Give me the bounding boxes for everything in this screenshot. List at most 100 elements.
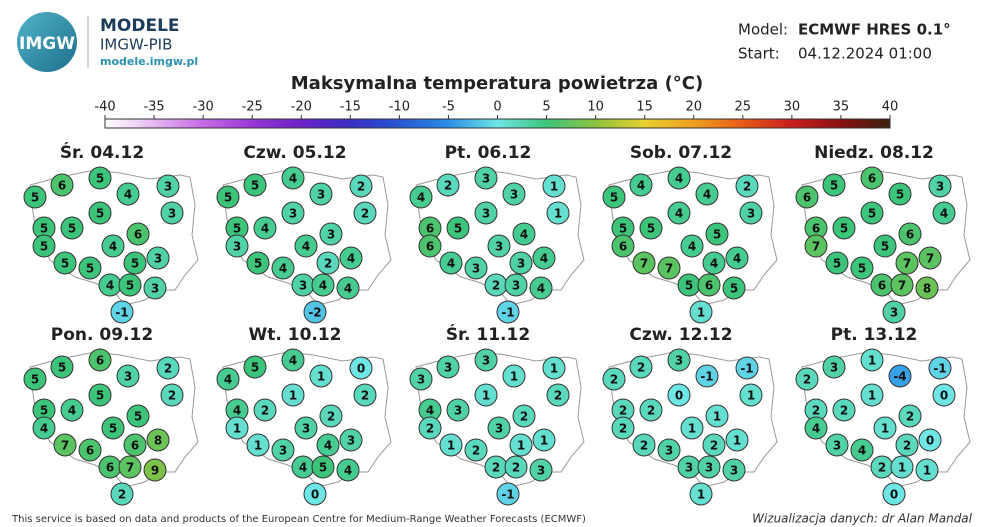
temp-label: 5: [58, 361, 66, 375]
temp-label: 6: [803, 191, 811, 205]
temp-label: 3: [299, 279, 307, 293]
temp-circle: [888, 364, 912, 388]
temp-label: 4: [68, 404, 76, 418]
temp-label: 3: [936, 180, 944, 194]
temp-label: 3: [482, 172, 490, 186]
temp-label: 4: [858, 444, 866, 458]
temp-label: 3: [327, 228, 335, 242]
temp-label: 4: [426, 404, 434, 418]
temp-label: 3: [495, 240, 503, 254]
temp-label: 6: [868, 172, 876, 186]
temp-circle: [409, 367, 433, 391]
temp-label: 3: [454, 404, 462, 418]
temp-circle: [123, 433, 147, 457]
temp-circle: [143, 276, 167, 300]
map-date: Śr. 04.12: [60, 141, 144, 163]
temp-label: 7: [61, 439, 69, 453]
map-date: Wt. 10.12: [248, 325, 341, 345]
map-date: Pt. 06.12: [445, 143, 532, 163]
temp-label: 5: [251, 179, 259, 193]
temp-label: 5: [86, 262, 94, 276]
temp-label: 0: [311, 488, 319, 502]
footer-credit: Wizualizacja danych: dr Alan Mandal: [752, 512, 973, 526]
temp-label: 5: [96, 172, 104, 186]
temp-circle: [446, 216, 470, 240]
temp-label: 5: [868, 207, 876, 221]
temp-circle: [88, 348, 112, 372]
temp-label: 2: [164, 362, 172, 376]
temp-label: 5: [858, 262, 866, 276]
temp-circle: [832, 398, 856, 422]
temp-label: 3: [512, 279, 520, 293]
temp-circle: [32, 416, 56, 440]
temp-circle: [349, 356, 373, 380]
temp-label: 2: [261, 404, 269, 418]
temp-label: 4: [324, 439, 332, 453]
start: 04.12.2024 01:00: [798, 45, 932, 63]
temp-circle: [512, 222, 536, 246]
temp-circle: [253, 216, 277, 240]
temp-circle: [611, 234, 635, 258]
temp-circle: [680, 234, 704, 258]
temp-label: 3: [517, 257, 525, 271]
temp-label: 5: [96, 207, 104, 221]
temp-circle: [804, 416, 828, 440]
temp-label: 1: [510, 370, 518, 384]
temp-circle: [697, 455, 721, 479]
temp-circle: [804, 234, 828, 258]
temp-circle: [739, 201, 763, 225]
temp-circle: [667, 166, 691, 190]
temp-label: 5: [131, 257, 139, 271]
temp-label: 1: [923, 464, 931, 478]
temp-circle: [53, 251, 77, 275]
temp-label: 1: [254, 439, 262, 453]
temp-circle: [860, 383, 884, 407]
temp-circle: [882, 300, 906, 324]
temp-label: 2: [610, 373, 618, 387]
temp-circle: [146, 428, 170, 452]
temp-circle: [873, 234, 897, 258]
temp-label: 3: [164, 180, 172, 194]
temp-label: 2: [361, 389, 369, 403]
temp-label: 6: [906, 228, 914, 242]
temp-label: 0: [890, 488, 898, 502]
temp-circle: [303, 482, 327, 506]
temp-circle: [303, 300, 327, 324]
map-date: Czw. 05.12: [243, 143, 346, 163]
temp-label: 3: [302, 422, 310, 436]
temp-label: 2: [840, 404, 848, 418]
temp-circle: [339, 246, 363, 270]
temp-label: 5: [61, 257, 69, 271]
temp-label: 4: [224, 373, 232, 387]
temp-circle: [281, 166, 305, 190]
temp-circle: [60, 216, 84, 240]
temp-circle: [735, 356, 759, 380]
temp-circle: [32, 234, 56, 258]
temp-label: 1: [540, 434, 548, 448]
temp-circle: [932, 201, 956, 225]
temp-label: 2: [444, 179, 452, 193]
temp-label: 8: [154, 434, 162, 448]
temp-circle: [353, 201, 377, 225]
temp-label: 5: [40, 240, 48, 254]
temp-circle: [353, 383, 377, 407]
temp-label: 2: [906, 410, 914, 424]
temp-circle: [667, 201, 691, 225]
temp-circle: [110, 482, 134, 506]
temp-circle: [850, 256, 874, 280]
temp-label: 3: [168, 207, 176, 221]
temp-label: 3: [482, 354, 490, 368]
colorbar-tick-label: 10: [587, 100, 604, 115]
temp-circle: [542, 174, 566, 198]
temp-circle: [918, 246, 942, 270]
colorbar-tick-label: 5: [542, 100, 550, 115]
temp-label: 2: [619, 404, 627, 418]
temp-label: 1: [317, 370, 325, 384]
model-label: Model:: [738, 21, 788, 39]
temp-circle: [532, 428, 556, 452]
temp-label: 5: [730, 282, 738, 296]
temp-circle: [657, 438, 681, 462]
